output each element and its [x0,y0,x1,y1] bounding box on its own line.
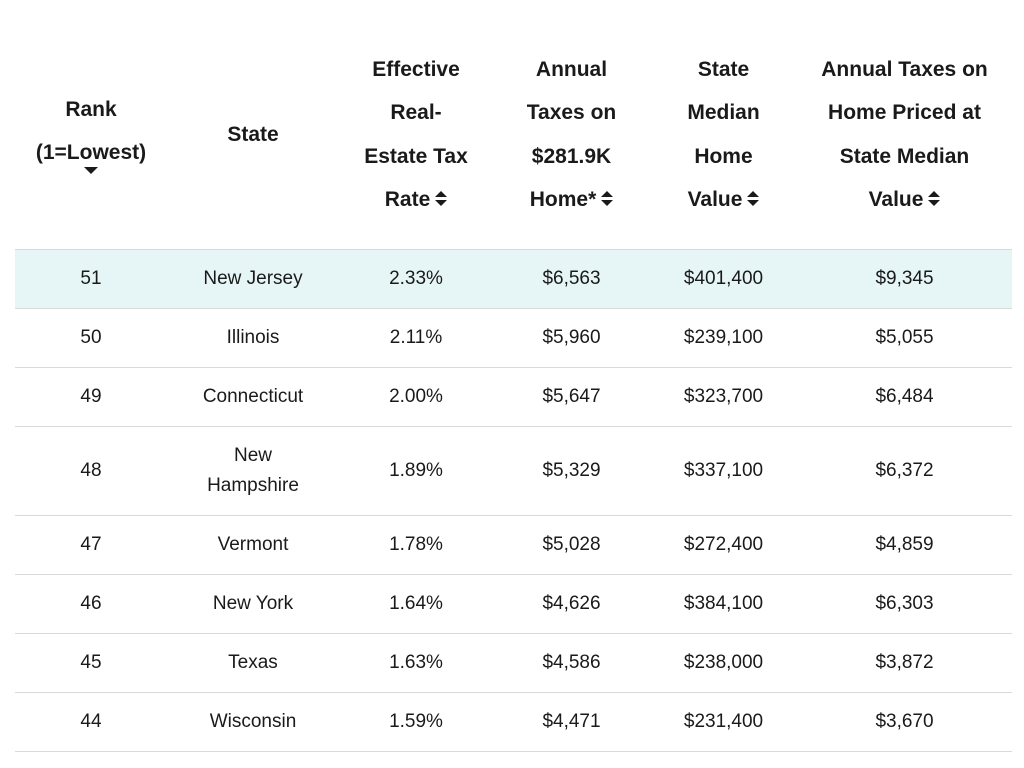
header-median-line: State [697,57,750,81]
header-effective-rate[interactable]: Effective Real- Estate Tax Rate [339,20,493,250]
header-taxes-line: $281.9K [531,144,612,168]
header-taxmed-line: State Median [839,144,970,168]
cell-taxes: $5,647 [493,367,650,427]
cell-state: Vermont [167,515,339,575]
header-median-line: Home [694,144,753,168]
header-state-label: State [227,122,279,146]
cell-median: $239,100 [650,308,797,368]
table-row: 51 New Jersey 2.33% $6,563 $401,400 $9,3… [15,249,1012,309]
header-rate-line: Estate Tax [364,144,468,168]
header-taxes-line: Home* [529,188,597,211]
cell-rank: 45 [15,633,167,693]
sort-toggle-icon[interactable] [435,190,448,206]
header-rank-line: (1=Lowest) [35,141,147,164]
header-annual-taxes[interactable]: Annual Taxes on $281.9K Home* [493,20,650,250]
cell-rate: 2.00% [339,367,493,427]
table-row: 45 Texas 1.63% $4,586 $238,000 $3,872 [15,633,1012,693]
cell-taxes-at-median: $4,859 [797,515,1012,575]
cell-median: $337,100 [650,426,797,516]
cell-median: $238,000 [650,633,797,693]
header-taxes-line: Taxes on [526,101,617,124]
header-taxmed-line: Value [868,188,924,211]
cell-median: $401,400 [650,249,797,309]
cell-median: $272,400 [650,515,797,575]
property-tax-table: Rank (1=Lowest) State Effective Real- Es… [15,20,1012,752]
cell-state: New Jersey [167,249,339,309]
cell-taxes-at-median: $3,670 [797,692,1012,752]
cell-median: $384,100 [650,574,797,634]
cell-taxes-at-median: $6,303 [797,574,1012,634]
cell-rate: 1.78% [339,515,493,575]
cell-taxes-at-median: $3,872 [797,633,1012,693]
header-rank[interactable]: Rank (1=Lowest) [15,20,167,250]
cell-median: $231,400 [650,692,797,752]
table-row: 49 Connecticut 2.00% $5,647 $323,700 $6,… [15,367,1012,427]
cell-taxes: $5,028 [493,515,650,575]
table-header-row: Rank (1=Lowest) State Effective Real- Es… [15,20,1012,250]
header-rate-line: Effective [372,57,460,81]
cell-state: New Hampshire [167,426,339,516]
cell-state: New York [167,574,339,634]
table-row: 47 Vermont 1.78% $5,028 $272,400 $4,859 [15,515,1012,575]
header-median-line: Median [687,101,760,124]
cell-state: Wisconsin [167,692,339,752]
table-row: 44 Wisconsin 1.59% $4,471 $231,400 $3,67… [15,692,1012,752]
cell-taxes: $4,471 [493,692,650,752]
cell-state: Connecticut [167,367,339,427]
cell-taxes: $4,626 [493,574,650,634]
table-row: 48 New Hampshire 1.89% $5,329 $337,100 $… [15,426,1012,516]
sort-descending-icon[interactable] [84,166,98,174]
cell-rate: 1.63% [339,633,493,693]
cell-taxes: $6,563 [493,249,650,309]
header-state[interactable]: State [167,20,339,250]
table-row: 50 Illinois 2.11% $5,960 $239,100 $5,055 [15,308,1012,368]
header-rate-line: Real- [390,101,442,124]
cell-taxes-at-median: $6,372 [797,426,1012,516]
cell-taxes-at-median: $9,345 [797,249,1012,309]
cell-taxes: $5,960 [493,308,650,368]
header-rank-line: Rank [65,97,117,121]
cell-rank: 50 [15,308,167,368]
sort-toggle-icon[interactable] [601,190,614,206]
cell-rank: 48 [15,426,167,516]
cell-rank: 46 [15,574,167,634]
header-taxes-at-median[interactable]: Annual Taxes on Home Priced at State Med… [797,20,1012,250]
cell-state: Illinois [167,308,339,368]
cell-rank: 44 [15,692,167,752]
cell-rate: 1.64% [339,574,493,634]
cell-state: Texas [167,633,339,693]
header-median-home-value[interactable]: State Median Home Value [650,20,797,250]
sort-toggle-icon[interactable] [928,190,941,206]
header-taxmed-line: Home Priced at [828,101,981,124]
cell-rate: 2.11% [339,308,493,368]
cell-rank: 51 [15,249,167,309]
cell-rank: 47 [15,515,167,575]
cell-taxes-at-median: $6,484 [797,367,1012,427]
cell-median: $323,700 [650,367,797,427]
header-taxes-line: Annual [535,57,608,81]
cell-taxes-at-median: $5,055 [797,308,1012,368]
cell-rate: 2.33% [339,249,493,309]
header-rate-line: Rate [384,188,431,211]
cell-taxes: $5,329 [493,426,650,516]
cell-rate: 1.89% [339,426,493,516]
table-row: 46 New York 1.64% $4,626 $384,100 $6,303 [15,574,1012,634]
cell-rank: 49 [15,367,167,427]
cell-rate: 1.59% [339,692,493,752]
cell-taxes: $4,586 [493,633,650,693]
header-median-line: Value [687,188,743,211]
header-taxmed-line: Annual Taxes on [821,57,988,81]
sort-toggle-icon[interactable] [747,190,760,206]
